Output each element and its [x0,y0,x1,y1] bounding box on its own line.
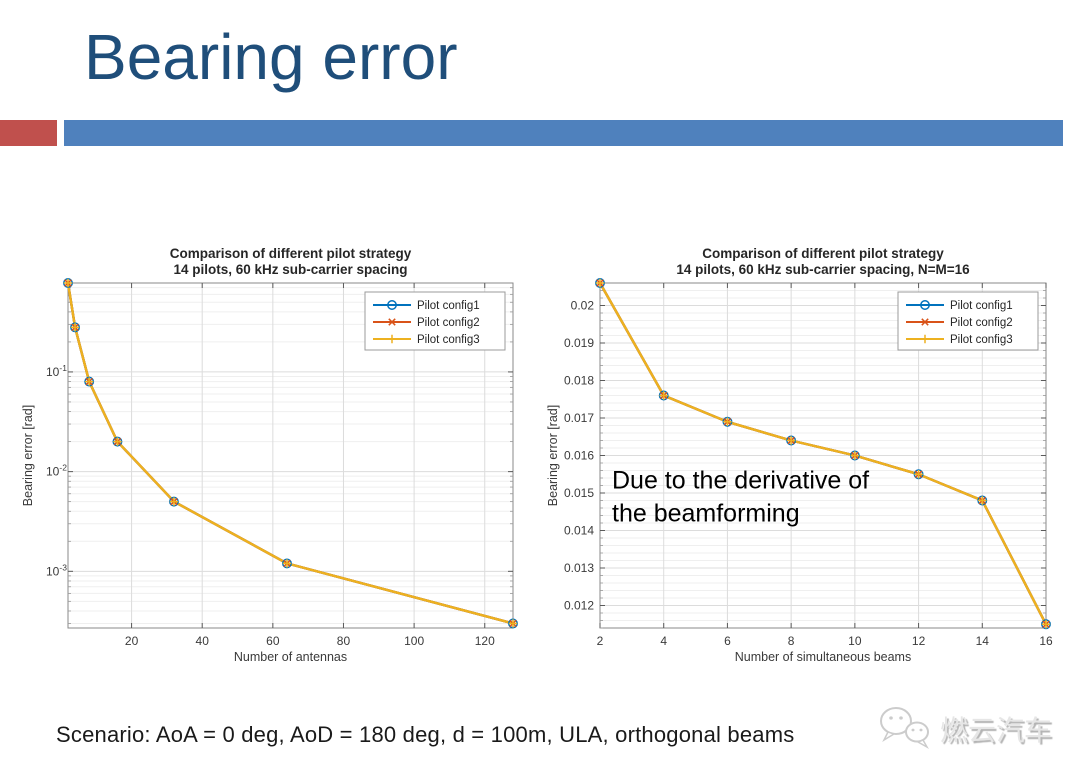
svg-text:0.014: 0.014 [564,524,594,538]
right-chart-canvas: 2 4 6 8 10 12 14 16 0.02 0.019 0.018 0.017 0.016 0.01… [546,246,1053,664]
svg-text:0.015: 0.015 [564,486,594,500]
svg-text:0.013: 0.013 [564,561,594,575]
svg-text:8: 8 [788,634,795,648]
svg-text:4: 4 [660,634,667,648]
svg-text:0.019: 0.019 [564,336,594,350]
svg-text:0.016: 0.016 [564,449,594,463]
svg-text:16: 16 [1039,634,1053,648]
svg-text:Number of antennas: Number of antennas [234,650,347,664]
svg-text:Pilot config3: Pilot config3 [950,334,1013,346]
svg-text:0.017: 0.017 [564,411,594,425]
svg-text:12: 12 [912,634,926,648]
svg-text:80: 80 [337,634,351,648]
svg-text:Pilot config3: Pilot config3 [417,334,480,346]
watermark-text: 燃云汽车 [940,715,1053,746]
svg-text:0.012: 0.012 [564,599,594,613]
accent-blue-bar [64,120,1063,146]
right-chart-figure: 2 4 6 8 10 12 14 16 0.02 0.019 0.018 0.017 0.016 0.01… [545,243,1060,668]
svg-text:10: 10 [848,634,862,648]
svg-text:Comparison of different pilot: Comparison of different pilot strategy [170,246,412,261]
svg-text:2: 2 [597,634,604,648]
svg-text:10-3: 10-3 [46,562,67,578]
svg-text:40: 40 [196,634,210,648]
left-chart-canvas: 20 40 60 80 100 120 10-1 10-2 10-3 Number of ante… [21,246,518,664]
svg-text:Number of simultaneous beams: Number of simultaneous beams [735,650,911,664]
accent-red-block [0,120,57,146]
svg-text:Bearing error [rad]: Bearing error [rad] [546,405,560,506]
svg-text:0.018: 0.018 [564,374,594,388]
svg-text:Pilot config2: Pilot config2 [950,317,1013,329]
wechat-icon [880,707,929,749]
svg-text:the beamforming: the beamforming [612,499,800,527]
svg-text:14 pilots, 60 kHz sub-carrier: 14 pilots, 60 kHz sub-carrier spacing [173,262,407,277]
svg-text:6: 6 [724,634,731,648]
svg-text:Bearing error [rad]: Bearing error [rad] [21,405,35,506]
svg-text:Due to the derivative of: Due to the derivative of [612,466,869,494]
watermark: 燃云汽车 [876,704,1052,754]
svg-text:60: 60 [266,634,280,648]
svg-text:10-2: 10-2 [46,463,67,479]
svg-text:0.02: 0.02 [571,299,595,313]
svg-text:Pilot config1: Pilot config1 [417,300,480,312]
svg-text:20: 20 [125,634,139,648]
scenario-text: Scenario: AoA = 0 deg, AoD = 180 deg, d … [56,722,795,747]
page-title: Bearing error [84,21,458,93]
svg-text:120: 120 [475,634,495,648]
svg-text:Comparison of different pilot: Comparison of different pilot strategy [702,246,944,261]
svg-text:14 pilots, 60 kHz sub-carrier: 14 pilots, 60 kHz sub-carrier spacing, N… [676,262,970,277]
svg-text:14: 14 [976,634,990,648]
svg-text:Pilot config1: Pilot config1 [950,300,1013,312]
left-chart-figure: 20 40 60 80 100 120 10-1 10-2 10-3 Number of ante… [20,243,535,668]
svg-text:10-1: 10-1 [46,363,67,379]
svg-text:Pilot config2: Pilot config2 [417,317,480,329]
svg-text:100: 100 [404,634,424,648]
